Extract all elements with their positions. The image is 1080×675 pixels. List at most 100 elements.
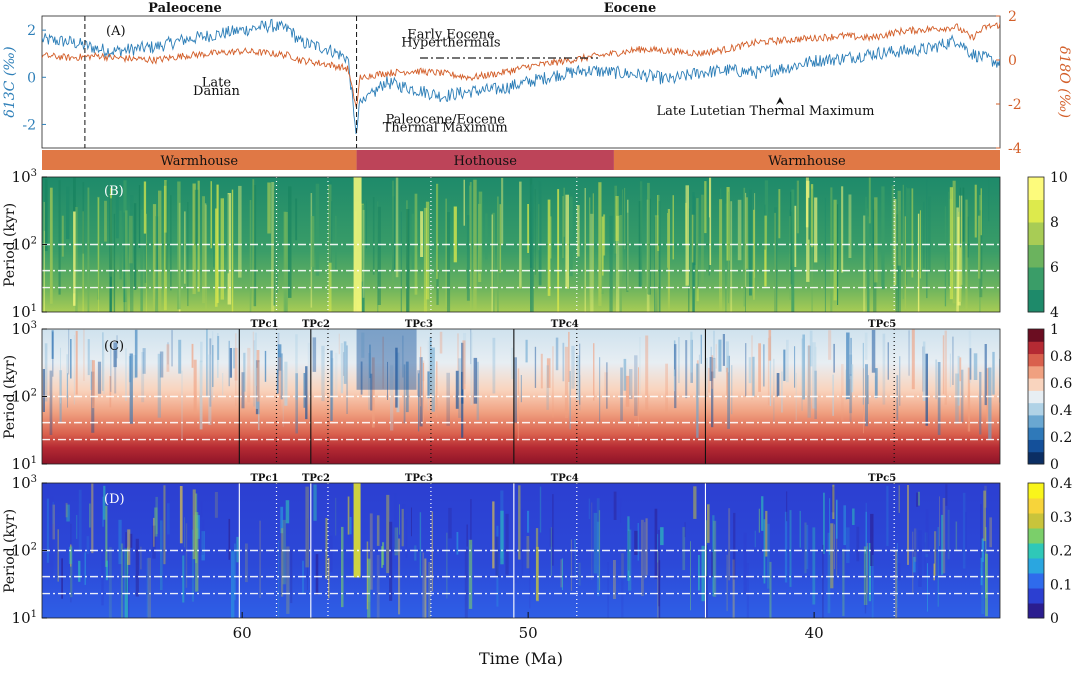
spectrum-stripe [849,352,852,380]
spectrum-stripe [133,355,137,379]
spectrum-stripe [468,539,473,609]
spectrum-stripe [290,550,293,604]
spectrum-stripe [120,543,124,618]
spectrum-stripe [745,192,747,288]
spectrum-stripe [115,188,119,239]
spectrum-stripe [848,194,852,258]
spectrum-stripe [563,187,565,237]
spectrum-stripe [867,216,870,312]
spectrum-stripe [461,342,464,404]
spectrum-stripe [846,527,850,564]
spectrum-stripe [965,199,968,312]
spectrum-stripe [228,518,231,560]
spectrum-stripe [256,350,260,402]
colorbar-swatch [1028,267,1044,290]
panel-a-label: (A) [106,24,126,39]
spectrum-stripe [802,334,805,400]
spectrum-stripe [519,181,522,289]
spectrum-stripe [144,217,147,283]
spectrum-stripe [462,340,466,390]
spectrum-stripe [722,334,725,366]
spectrum-stripe [621,547,624,618]
spectrum-stripe [78,560,81,582]
spectrum-stripe [824,197,826,312]
spectrum-stripe [763,344,765,387]
spectrum-stripe [66,504,70,522]
spectrum-stripe [830,486,835,513]
ytick-label-2: 101 [12,303,37,321]
spectrum-stripe [962,492,966,569]
spectrum-stripe [841,364,844,422]
spectrum-stripe [767,523,770,589]
spectrum-stripe [377,206,381,305]
ytick-label-1: 102 [12,236,37,254]
colorbar-tick-label-2: 0.6 [1050,376,1072,392]
spectrum-stripe [201,519,205,555]
spectrum-stripe [911,188,914,278]
spectrum-stripe [527,204,529,253]
spectrum-stripe [458,358,462,418]
spectrum-stripe [832,374,834,416]
spectrum-stripe [783,349,786,381]
panel-b-background [42,177,1000,312]
spectrum-stripe [252,179,255,309]
spectrum-stripe [870,513,874,566]
colorbar-tick-label-0: 1 [1050,322,1059,338]
spectrum-stripe [325,518,328,579]
spectrum-stripe [570,539,572,591]
spectrum-stripe [725,341,729,373]
spectrum-stripe [466,524,468,547]
spectrum-stripe [420,346,422,407]
spectrum-stripe [684,522,686,538]
spectrum-stripe [829,498,831,555]
spectrum-stripe [569,371,571,430]
spectrum-stripe [917,213,920,312]
spectrum-stripe [386,494,390,574]
spectrum-stripe [330,350,333,421]
spectrum-stripe [673,369,675,392]
spectrum-stripe [619,215,622,312]
petm-signal [353,483,361,578]
spectrum-stripe [125,210,128,312]
spectrum-stripe [366,541,369,610]
spectrum-stripe [427,371,430,399]
spectrum-stripe [423,207,428,312]
spectrum-stripe [814,346,817,411]
spectrum-stripe [696,363,699,438]
spectrum-stripe [389,521,393,601]
spectrum-stripe [896,375,899,421]
spectrum-stripe [549,528,553,547]
spectrum-stripe [552,346,554,418]
spectrum-stripe [193,359,197,414]
spectrum-stripe [592,193,594,290]
spectrum-stripe [774,207,778,312]
spectrum-stripe [273,187,276,306]
spectrum-stripe [515,522,517,583]
spectrum-stripe [419,357,423,427]
spectrum-stripe [712,515,715,597]
colorbar-tick-label-1: 0.8 [1050,349,1072,365]
spectrum-stripe [980,557,983,586]
colorbar-swatch [1028,199,1044,223]
spectrum-stripe [235,333,237,406]
spectrum-stripe [613,560,616,599]
spectrum-stripe [711,355,714,389]
spectrum-stripe [794,346,796,388]
panel-d-background [42,483,1000,618]
spectrum-stripe [97,196,100,300]
spectrum-stripe [685,185,689,286]
spectrum-stripe [329,535,333,572]
spectrum-stripe [634,355,638,416]
spectrum-stripe [685,340,688,399]
spectrum-stripe [43,201,45,312]
spectrum-stripe [957,355,960,406]
spectrum-stripe [78,489,82,552]
spectrum-stripe [962,187,965,242]
spectrum-stripe [833,343,835,373]
spectrum-stripe [752,356,755,397]
spectrum-stripe [547,199,551,296]
spectrum-stripe [949,187,953,300]
spectrum-stripe [130,195,134,312]
